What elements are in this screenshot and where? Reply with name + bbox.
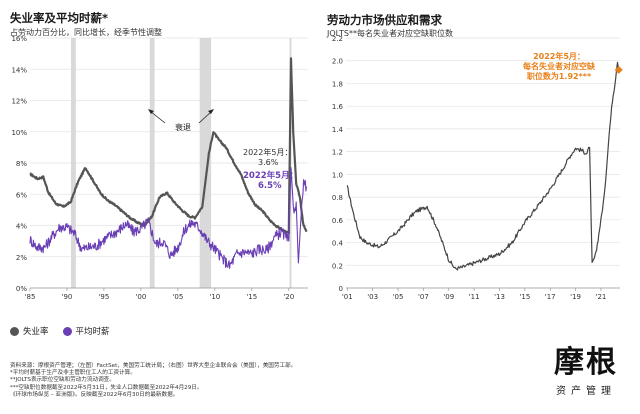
series-line-1 bbox=[29, 167, 308, 269]
legend-unemployment-label: 失业率 bbox=[23, 327, 49, 337]
unemployment-wages-chart: 0% 2% 4% 6% 8% 10% 12% 14% 16% '85 '90 '95 '00 '05 '1… bbox=[11, 35, 308, 301]
x-tick-label: '20 bbox=[283, 293, 294, 301]
logo-sub-text: 资产管理 bbox=[556, 386, 616, 397]
x-tick-label: '15 bbox=[246, 293, 257, 301]
x-tick-label: '05 bbox=[172, 293, 183, 301]
recession-band-0 bbox=[71, 38, 76, 288]
y-tick-label: 0.8 bbox=[332, 194, 343, 202]
left-y-axis: 0% 2% 4% 6% 8% 10% 12% 14% 16% bbox=[11, 35, 27, 293]
jolts-annotation-line1: 2022年5月： bbox=[533, 51, 585, 61]
y-tick-label: 0.6 bbox=[332, 217, 344, 225]
left-chart-title: 失业率及平均时薪* bbox=[10, 11, 109, 25]
x-tick-label: '13 bbox=[494, 293, 505, 301]
y-tick-label: 10% bbox=[11, 129, 27, 137]
x-tick-label: '07 bbox=[418, 293, 429, 301]
x-tick-label: '21 bbox=[596, 293, 607, 301]
left-legend: 失业率 平均时薪 bbox=[10, 325, 110, 337]
right-chart-subtitle: JOLTS**每名失业者对应空缺职位数 bbox=[327, 29, 453, 38]
series-line-0 bbox=[346, 61, 620, 271]
legend-wages-dot bbox=[62, 326, 72, 336]
x-tick-label: '10 bbox=[209, 293, 220, 301]
recession-arrow-right-head bbox=[208, 109, 214, 114]
annotation-wage-value: 6.5% bbox=[258, 181, 282, 191]
y-tick-label: 6% bbox=[16, 191, 27, 199]
y-tick-label: 1.4 bbox=[332, 126, 344, 134]
annotation-date-wage: 2022年5月： bbox=[243, 170, 298, 181]
footnote-source: 资料来源：摩根资产管理；（左图）FactSet，美国劳工统计局；（右图）世界大型… bbox=[10, 363, 297, 369]
x-tick-label: '85 bbox=[25, 293, 36, 301]
logo-main-text: 摩根 bbox=[554, 345, 618, 380]
legend-unemployment: 失业率 bbox=[10, 325, 49, 337]
left-x-axis: '85 '90 '95 '00 '05 '10 '15 '20 bbox=[25, 287, 308, 301]
recession-band-1 bbox=[149, 38, 155, 288]
x-tick-label: '19 bbox=[570, 293, 581, 301]
y-tick-label: 1.8 bbox=[332, 80, 343, 88]
y-tick-label: 2% bbox=[16, 254, 27, 262]
recession-arrow-left-head bbox=[148, 109, 154, 114]
legend-unemployment-dot bbox=[10, 326, 19, 336]
y-tick-label: 0 bbox=[339, 285, 343, 293]
left-gridlines bbox=[30, 37, 308, 289]
jolts-chart: 00.20.40.60.81.01.21.41.61.82.02.2 '01'0… bbox=[332, 35, 623, 301]
y-tick-label: 12% bbox=[11, 98, 27, 106]
y-tick-label: 0.4 bbox=[332, 240, 344, 248]
left-series-lines bbox=[29, 57, 308, 269]
y-tick-label: 4% bbox=[16, 223, 27, 231]
recession-label: 衰退 bbox=[175, 122, 191, 132]
recession-arrow-left bbox=[149, 110, 166, 124]
footnote-guide: 《环球市场纵览 – 亚洲版》。反映截至2022年6月30日的最新数据。 bbox=[10, 391, 179, 398]
recession-arrow-right bbox=[198, 110, 213, 124]
x-tick-label: '09 bbox=[443, 293, 454, 301]
jolts-annotation-line3: 职位数为1.92*** bbox=[527, 71, 592, 81]
legend-wages-label: 平均时薪 bbox=[75, 327, 110, 337]
jolts-highlight-marker bbox=[614, 65, 623, 74]
x-tick-label: '03 bbox=[367, 293, 378, 301]
y-tick-label: 0% bbox=[16, 285, 27, 293]
y-tick-label: 0.2 bbox=[332, 262, 343, 270]
right-series-line bbox=[346, 61, 620, 271]
footnote-wages: *平均时薪基于生产及非主管职位工人的工资计算。 bbox=[10, 370, 136, 377]
y-tick-label: 1.6 bbox=[332, 103, 344, 111]
jolts-annotation-line2: 每名失业者对应空缺 bbox=[523, 61, 596, 71]
right-x-axis: '01 '03 '05 '07 '09 '11 '13 '15 '17 '19 '21 bbox=[342, 287, 620, 301]
y-tick-label: 8% bbox=[16, 160, 27, 168]
y-tick-label: 1.0 bbox=[332, 171, 343, 179]
left-chart-subtitle: 占劳动力百分比，同比增长，经季节性调整 bbox=[10, 28, 162, 37]
annotation-unemp-value: 3.6% bbox=[258, 158, 279, 167]
annotation-date-unemp: 2022年5月： bbox=[243, 147, 292, 157]
y-tick-label: 2.0 bbox=[332, 58, 343, 66]
recession-band-2 bbox=[199, 38, 212, 288]
right-chart-title: 劳动力市场供应和需求 bbox=[327, 13, 442, 27]
y-tick-label: 2.2 bbox=[332, 35, 343, 43]
x-tick-label: '00 bbox=[135, 293, 146, 301]
x-tick-label: '95 bbox=[99, 293, 110, 301]
jpmorgan-logo: 摩根 资产管理 bbox=[546, 345, 626, 398]
footnotes: 资料来源：摩根资产管理；（左图）FactSet，美国劳工统计局；（右图）世界大型… bbox=[10, 363, 480, 399]
legend-wages: 平均时薪 bbox=[62, 325, 110, 337]
x-tick-label: '15 bbox=[519, 293, 530, 301]
x-tick-label: '11 bbox=[469, 293, 480, 301]
footnote-jolts: **JOLTS表示职位空缺和劳动力流动调查。 bbox=[10, 377, 115, 384]
jolts-highlight-diamond bbox=[614, 65, 623, 74]
x-tick-label: '01 bbox=[342, 293, 353, 301]
right-y-axis: 0 0.2 0.4 0.6 0.8 1.0 1.2 1.4 1.6 1.8 2.0 2.2 bbox=[332, 35, 344, 293]
series-line-0 bbox=[29, 57, 308, 235]
y-tick-label: 1.2 bbox=[332, 149, 343, 157]
x-tick-label: '05 bbox=[393, 293, 404, 301]
x-tick-label: '17 bbox=[545, 293, 556, 301]
y-tick-label: 16% bbox=[11, 35, 27, 43]
x-tick-label: '90 bbox=[62, 293, 73, 301]
y-tick-label: 14% bbox=[11, 66, 27, 74]
footnote-dates: ***空缺职位数据截至2022年5月31日，失业人口数据截至2022年4月29日… bbox=[10, 384, 203, 391]
right-gridlines bbox=[346, 37, 620, 289]
